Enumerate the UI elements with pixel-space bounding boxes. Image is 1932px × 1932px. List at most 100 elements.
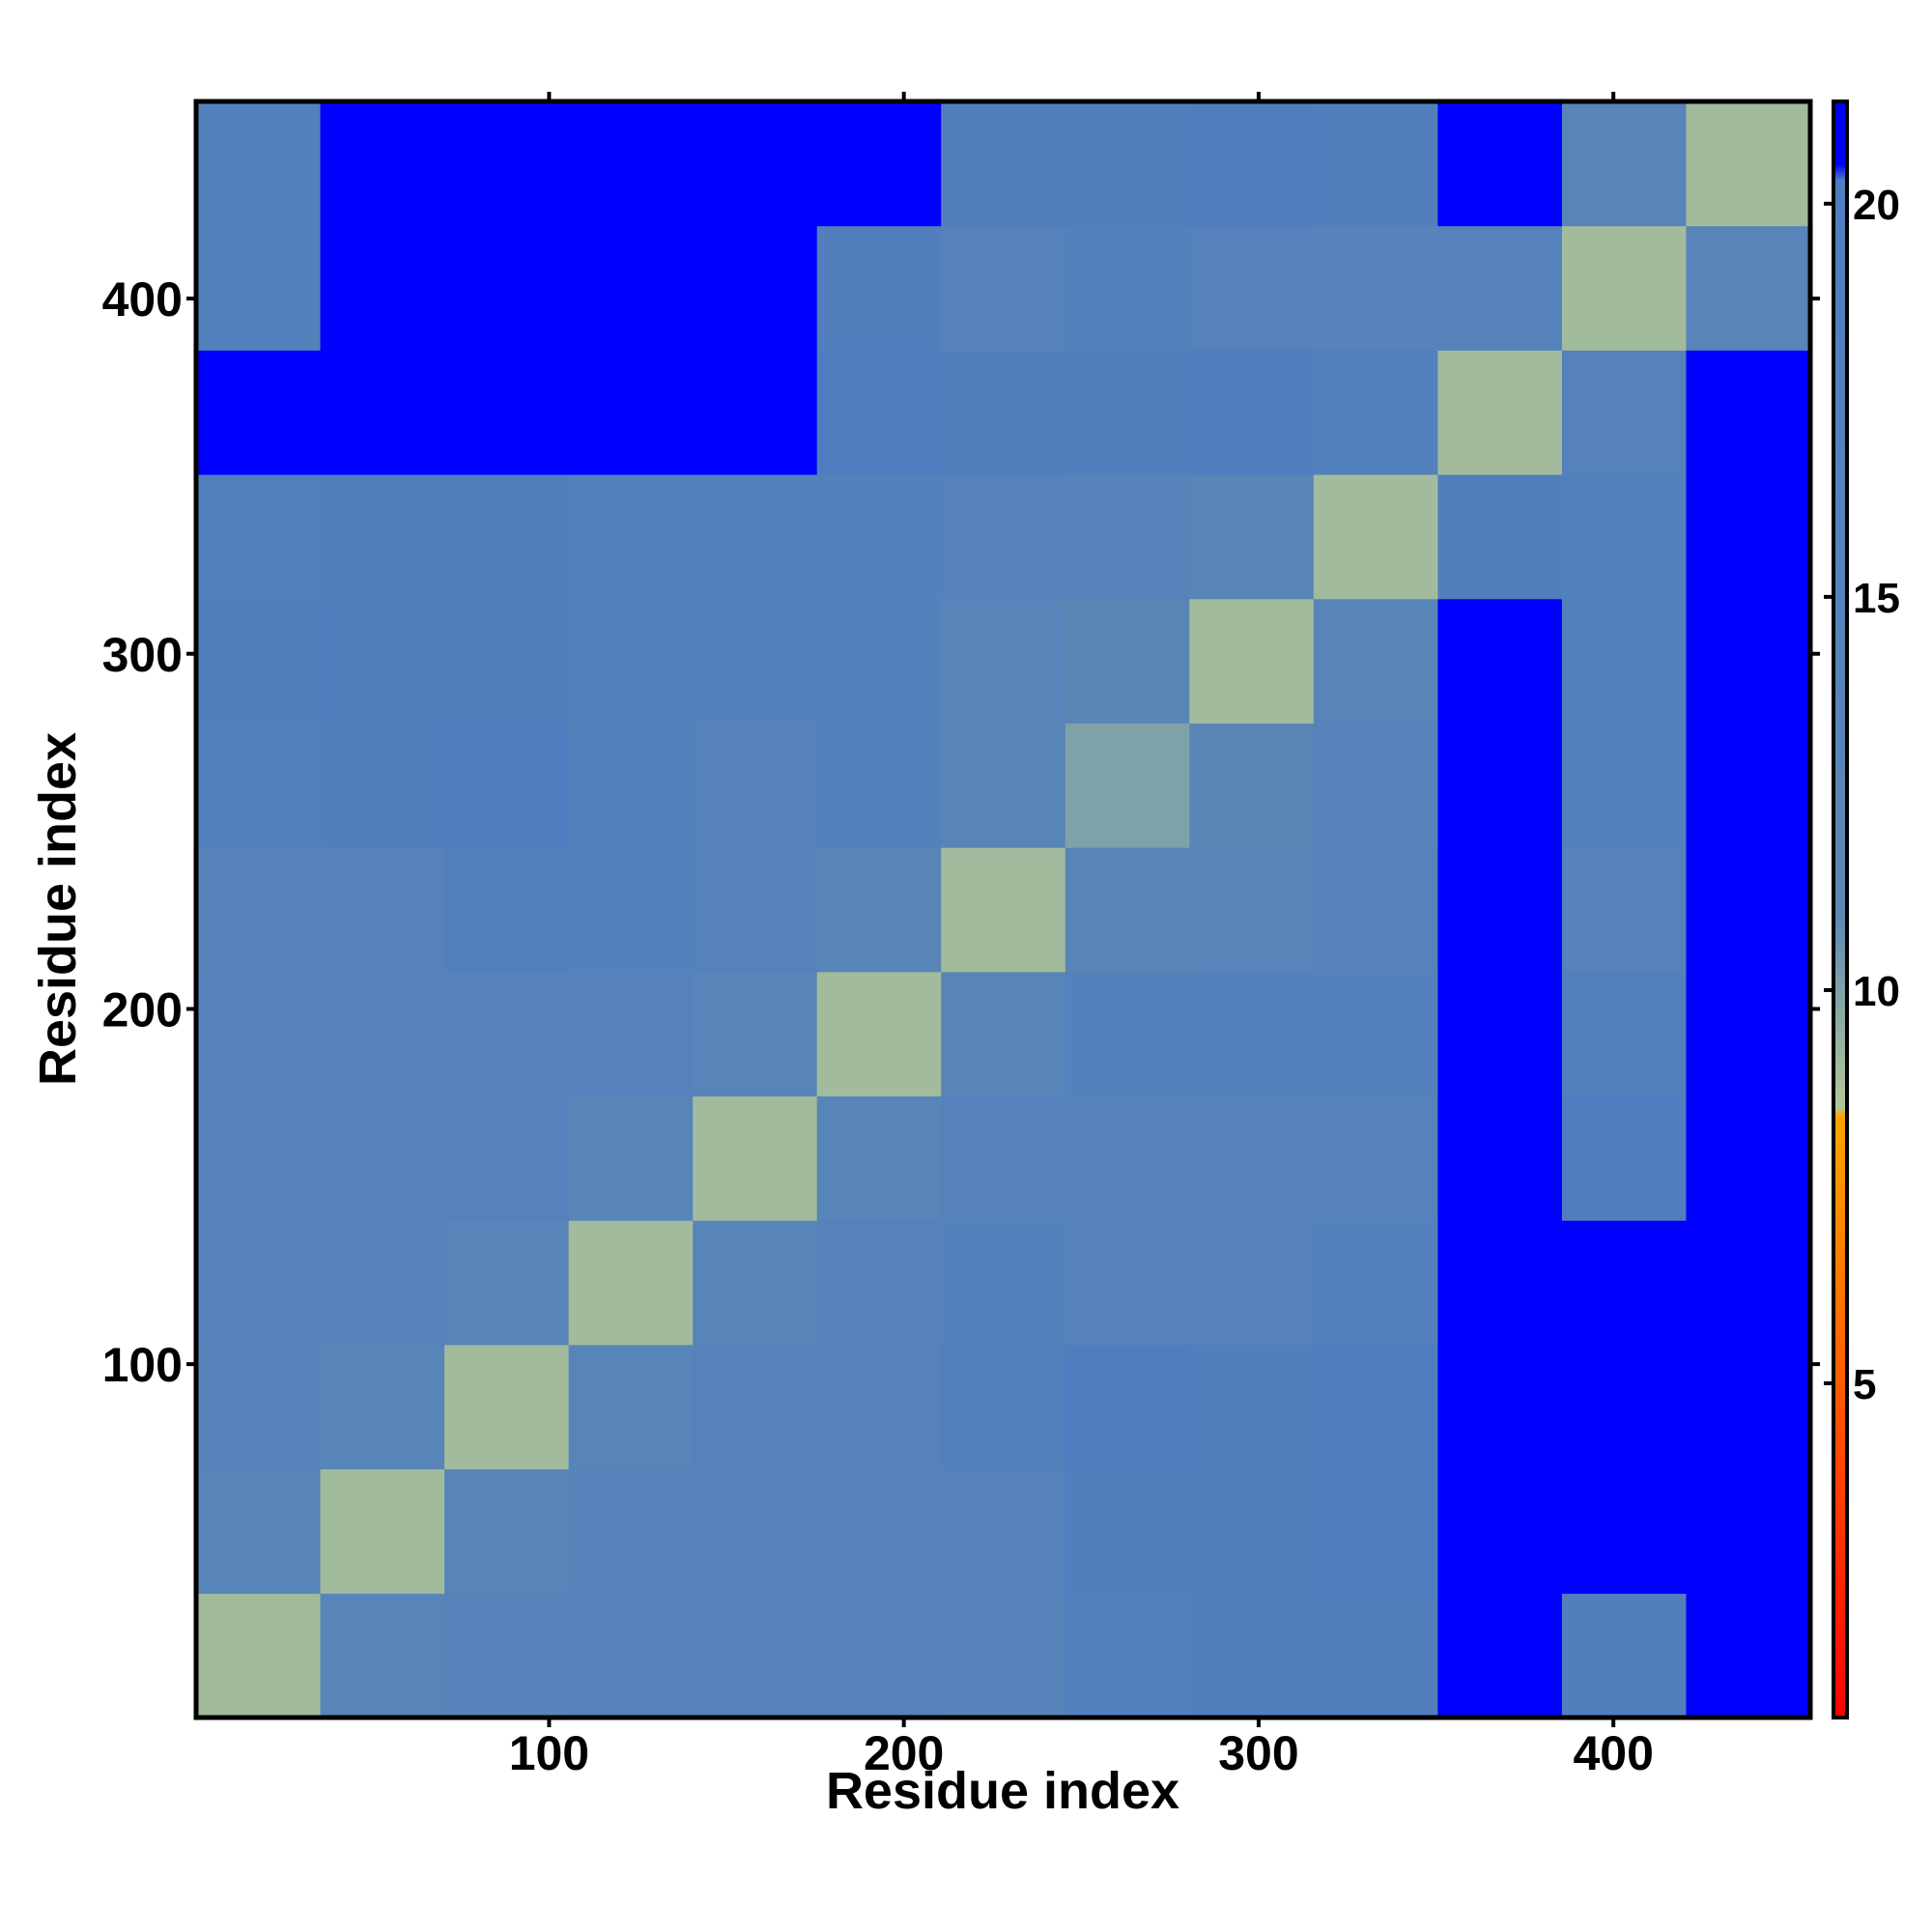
heatmap-cell (1437, 1344, 1563, 1470)
heatmap-cell (1561, 1468, 1687, 1594)
heatmap-cell (320, 1095, 445, 1221)
heatmap-cell (568, 225, 694, 351)
heatmap-cell (816, 474, 942, 600)
heatmap-cell (1686, 1468, 1811, 1594)
heatmap-cell (1686, 101, 1811, 227)
heatmap-cell (1313, 971, 1438, 1097)
heatmap-cell (1189, 723, 1315, 848)
heatmap-cell (196, 723, 322, 848)
heatmap-cell (816, 1593, 942, 1719)
heatmap-cell (568, 847, 694, 973)
heatmap-cell (941, 474, 1066, 600)
heatmap-cell (1437, 101, 1563, 227)
heatmap-cell (568, 1220, 694, 1346)
heatmap-cell (941, 1593, 1066, 1719)
heatmap-cell (1561, 1220, 1687, 1346)
heatmap-cell (816, 1468, 942, 1594)
heatmap-cell (444, 971, 570, 1097)
heatmap-cell (1561, 723, 1687, 848)
heatmap-cell (444, 723, 570, 848)
heatmap-cell (1065, 723, 1190, 848)
heatmap-cell (1313, 474, 1438, 600)
heatmap-cell (1561, 847, 1687, 973)
heatmap-cell (693, 474, 818, 600)
heatmap-cell (444, 847, 570, 973)
heatmap-cell (1065, 847, 1190, 973)
heatmap-cell (941, 598, 1066, 724)
heatmap-cell (941, 971, 1066, 1097)
heatmap-cell (568, 1095, 694, 1221)
heatmap-cell (693, 971, 818, 1097)
heatmap-cell (1437, 1095, 1563, 1221)
heatmap-cell (1189, 1095, 1315, 1221)
heatmap-cell (941, 1468, 1066, 1594)
heatmap-cell (1313, 847, 1438, 973)
heatmap-cell (1686, 847, 1811, 973)
heatmap-cell (1437, 1468, 1563, 1594)
heatmap-cell (444, 1593, 570, 1719)
heatmap-cell (320, 723, 445, 848)
heatmap-cell (444, 474, 570, 600)
heatmap-cell (1313, 1095, 1438, 1221)
heatmap-cell (816, 598, 942, 724)
heatmap-cell (1686, 1095, 1811, 1221)
heatmap-cell (568, 723, 694, 848)
heatmap-cell (1065, 1220, 1190, 1346)
heatmap-cell (1686, 350, 1811, 475)
heatmap-cell (1065, 474, 1190, 600)
heatmap-cell (196, 1344, 322, 1470)
heatmap-cell (444, 101, 570, 227)
heatmap-cell (568, 101, 694, 227)
heatmap-cell (1686, 723, 1811, 848)
heatmap-cell (568, 1593, 694, 1719)
heatmap-cell (444, 1220, 570, 1346)
heatmap-cell (568, 1468, 694, 1594)
heatmap-cell (568, 598, 694, 724)
colorbar-tick-label: 15 (1853, 575, 1900, 622)
heatmap-cell (1313, 1468, 1438, 1594)
colorbar-segment (1833, 101, 1847, 165)
heatmap-cell (1189, 1344, 1315, 1470)
heatmap-cell (320, 847, 445, 973)
heatmap-cell (320, 598, 445, 724)
heatmap-cell (1313, 225, 1438, 351)
heatmap-cell (320, 971, 445, 1097)
heatmap-cell (320, 101, 445, 227)
heatmap-cell (816, 101, 942, 227)
colorbar-segment (1833, 180, 1847, 913)
heatmap-cell (320, 225, 445, 351)
heatmap-cell (1313, 723, 1438, 848)
heatmap-cell (816, 723, 942, 848)
x-axis-label: Residue index (826, 1762, 1179, 1820)
heatmap-cell (196, 1468, 322, 1594)
heatmap-cell (941, 723, 1066, 848)
heatmap-cell (1189, 101, 1315, 227)
heatmap-cell (1686, 1593, 1811, 1719)
heatmap-cell (1189, 1593, 1315, 1719)
heatmap-cell (1065, 1095, 1190, 1221)
y-axis-label: Residue index (29, 732, 87, 1086)
colorbar-segment (1833, 1116, 1847, 1719)
heatmap-cell (1437, 225, 1563, 351)
heatmap-cell (1437, 847, 1563, 973)
heatmap-cell (1189, 350, 1315, 475)
heatmap-cell (1686, 474, 1811, 600)
heatmap-cell (1561, 101, 1687, 227)
heatmap-cell (196, 225, 322, 351)
y-tick-label: 300 (102, 628, 183, 682)
heatmap-cell (1561, 1593, 1687, 1719)
heatmap-cell (568, 474, 694, 600)
heatmap-cell (320, 1468, 445, 1594)
x-tick-label: 300 (1218, 1726, 1298, 1780)
x-tick-label: 200 (864, 1726, 944, 1780)
heatmap-cell (1065, 971, 1190, 1097)
colorbar-segment (1833, 1108, 1847, 1117)
heatmap-cell (444, 1095, 570, 1221)
heatmap-cell (1065, 225, 1190, 351)
heatmap-cell (1065, 598, 1190, 724)
heatmap-cell (196, 1095, 322, 1221)
heatmap-cell (816, 847, 942, 973)
heatmap-cell (1686, 598, 1811, 724)
heatmap-cell (1561, 474, 1687, 600)
